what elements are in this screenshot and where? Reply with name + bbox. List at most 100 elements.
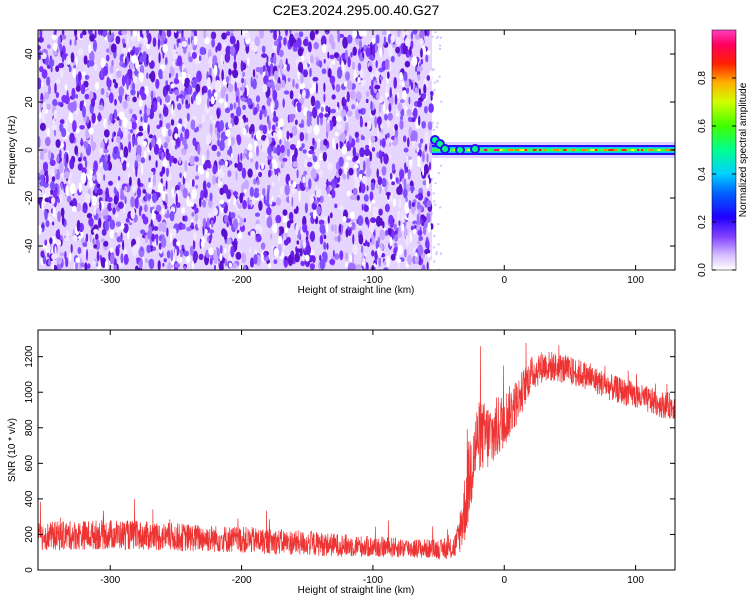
noise-blob [428, 103, 434, 113]
noise-blob [372, 147, 375, 152]
noise-blob [309, 30, 316, 41]
noise-blob [370, 135, 376, 143]
noise-blob [269, 30, 274, 34]
noise-blob [271, 124, 276, 132]
noise-blob [269, 197, 273, 206]
noise-blob [174, 133, 178, 140]
noise-edge-dot [432, 192, 435, 195]
noise-blob [429, 161, 431, 171]
noise-blob [324, 113, 330, 118]
noise-blob [357, 76, 361, 84]
noise-blob [414, 34, 421, 40]
colorbar-gradient [711, 29, 737, 271]
noise-blob [255, 161, 259, 170]
noise-blob [332, 84, 335, 91]
noise-blob [224, 160, 228, 168]
spectrogram-y-axis: -40 -20 0 20 40 [24, 48, 675, 253]
noise-blob [172, 61, 176, 69]
noise-blob [234, 162, 238, 168]
noise-blob [343, 98, 347, 104]
noise-blob [352, 30, 358, 39]
signal-peak [543, 149, 547, 151]
noise-blob [427, 222, 431, 233]
noise-blob [150, 70, 156, 83]
noise-blob [246, 57, 250, 66]
noise-blob [343, 116, 347, 122]
noise-blob [65, 257, 69, 268]
noise-blob [116, 70, 122, 78]
noise-blob [179, 172, 182, 179]
noise-blob [312, 137, 315, 146]
noise-blob [138, 99, 143, 107]
noise-blob [274, 148, 278, 154]
noise-blob [272, 89, 278, 101]
noise-blob [52, 42, 58, 52]
noise-blob [170, 232, 172, 243]
noise-blob [300, 73, 304, 85]
noise-blob [115, 227, 122, 233]
noise-blob [421, 264, 426, 270]
noise-blob [169, 211, 175, 222]
noise-blob [69, 132, 75, 144]
noise-blob [376, 184, 379, 189]
noise-blob [233, 102, 237, 109]
noise-blob [218, 170, 225, 178]
noise-blob [47, 260, 52, 266]
noise-blob [176, 55, 183, 67]
noise-blob [275, 214, 282, 224]
noise-blob [132, 184, 136, 194]
noise-blob [181, 30, 184, 38]
noise-blob [371, 199, 376, 204]
noise-blob [72, 100, 77, 112]
noise-blob [346, 80, 353, 91]
noise-blob [123, 253, 129, 266]
noise-blob [157, 37, 160, 50]
noise-blob [260, 134, 267, 141]
noise-blob [109, 229, 115, 239]
noise-blob [185, 255, 191, 264]
noise-blob [163, 258, 167, 263]
noise-blob [70, 52, 75, 63]
noise-blob [358, 234, 364, 245]
noise-blob [315, 56, 319, 62]
noise-blob [401, 81, 405, 88]
noise-blob [77, 247, 82, 254]
noise-blob [110, 43, 117, 53]
noise-blob [309, 263, 315, 270]
noise-blob [141, 93, 147, 101]
noise-blob [99, 201, 102, 212]
noise-blob [359, 147, 365, 158]
noise-blob [146, 72, 149, 80]
noise-blob [194, 78, 199, 83]
noise-blob [199, 46, 206, 56]
noise-blob [184, 128, 190, 140]
noise-blob [170, 83, 174, 89]
noise-blob [250, 158, 254, 163]
noise-blob [413, 107, 418, 119]
signal-peak [524, 149, 528, 151]
noise-blob [104, 154, 108, 163]
noise-blob [387, 33, 392, 44]
snr-x-label: Height of straight line (km) [298, 585, 415, 596]
noise-blob [407, 254, 412, 265]
noise-blob [157, 182, 163, 194]
noise-blob [114, 82, 118, 89]
noise-blob [113, 195, 119, 205]
noise-blob [271, 196, 274, 201]
noise-blob [159, 98, 162, 106]
noise-blob [339, 223, 342, 234]
noise-blob [177, 103, 182, 111]
noise-blob [85, 248, 89, 261]
noise-blob [116, 236, 122, 243]
noise-blob [178, 30, 182, 34]
noise-blob [273, 248, 279, 258]
noise-blob [230, 153, 233, 158]
noise-blob [183, 47, 187, 54]
noise-blob [345, 113, 348, 123]
noise-blob [141, 140, 148, 147]
noise-blob [224, 248, 227, 254]
noise-blob [98, 147, 104, 154]
noise-blob [272, 140, 276, 146]
noise-blob [191, 260, 194, 270]
signal-peak [532, 149, 537, 151]
